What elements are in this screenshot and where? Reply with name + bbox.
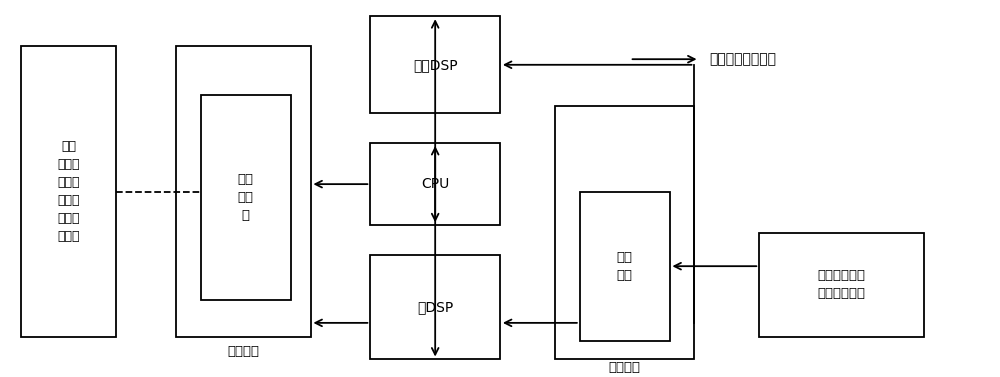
Text: 出口
继电
器: 出口 继电 器 (238, 173, 254, 222)
Bar (370, 16, 500, 113)
Bar (176, 46, 311, 337)
Text: CPU: CPU (421, 177, 449, 191)
Bar (580, 192, 670, 341)
Text: 外部开入（辅
助开关位置）: 外部开入（辅 助开关位置） (818, 269, 866, 300)
Text: 光耦
隔离: 光耦 隔离 (617, 251, 633, 282)
Text: 开出板件: 开出板件 (228, 345, 260, 359)
Bar (201, 95, 291, 300)
Text: 主DSP: 主DSP (417, 300, 453, 314)
Text: 开入板件: 开入板件 (609, 361, 641, 374)
Bar (370, 143, 500, 225)
Text: 备用DSP: 备用DSP (413, 58, 457, 72)
Bar (555, 106, 694, 359)
Bar (370, 255, 500, 359)
Bar (21, 46, 116, 337)
Text: 表示数据传输方向: 表示数据传输方向 (709, 52, 776, 66)
Bar (759, 233, 924, 337)
Text: 断路
器、刀
闸等设
备操作
回路闭
锁节点: 断路 器、刀 闸等设 备操作 回路闭 锁节点 (57, 140, 80, 243)
